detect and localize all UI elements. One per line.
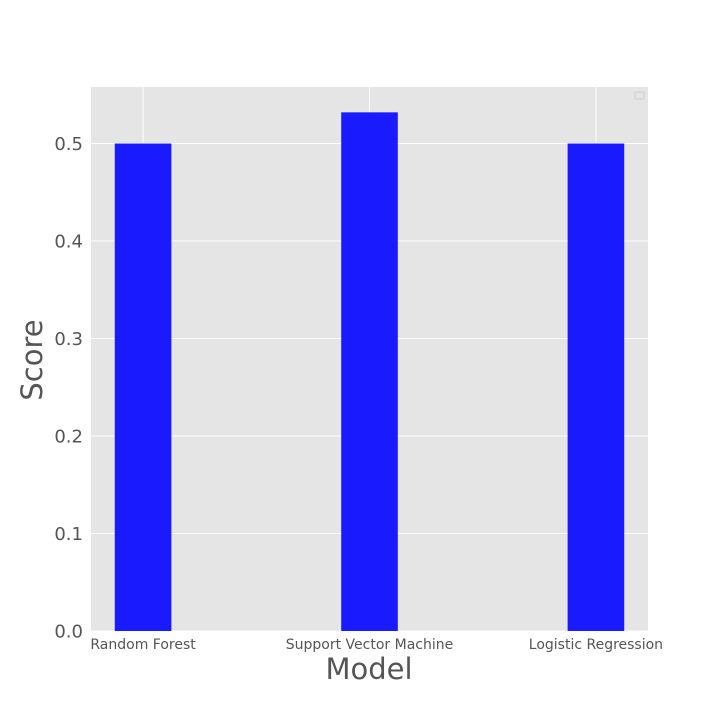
y-tick-label: 0.0 (54, 622, 83, 643)
x-tick-label: Logistic Regression (529, 637, 663, 653)
bars (114, 112, 625, 632)
y-axis-label: Score (15, 319, 49, 400)
x-tick-labels: Random Forest Support Vector Machine Logis… (90, 637, 663, 653)
x-tick-label: Random Forest (90, 637, 196, 653)
y-tick-label: 0.2 (54, 427, 83, 448)
legend-box (634, 91, 645, 100)
y-tick-labels: 0.0 0.1 0.2 0.3 0.4 0.5 (54, 134, 83, 642)
bar (114, 143, 172, 631)
x-axis-label: Model (325, 652, 412, 686)
y-tick-label: 0.5 (54, 134, 83, 155)
x-tick-label: Support Vector Machine (286, 637, 453, 653)
y-tick-label: 0.4 (54, 232, 83, 253)
y-tick-label: 0.3 (54, 329, 83, 350)
bar (341, 112, 398, 632)
bar (567, 143, 625, 631)
y-tick-label: 0.1 (54, 524, 83, 545)
